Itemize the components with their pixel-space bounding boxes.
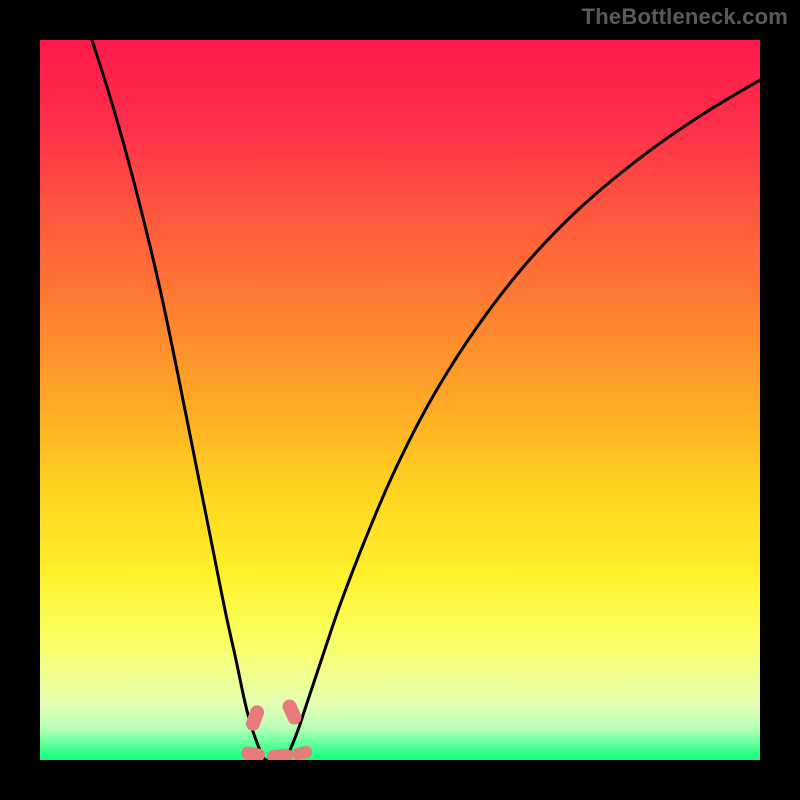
marker-group (240, 697, 313, 760)
marker-4 (291, 745, 313, 760)
curve-layer (40, 40, 760, 760)
marker-2 (240, 746, 266, 760)
curve-left-branch (92, 40, 265, 760)
curve-right-branch (285, 80, 760, 760)
watermark-text: TheBottleneck.com (582, 4, 788, 30)
chart-root: TheBottleneck.com (0, 0, 800, 800)
plot-area (40, 40, 760, 760)
marker-3 (266, 748, 293, 760)
